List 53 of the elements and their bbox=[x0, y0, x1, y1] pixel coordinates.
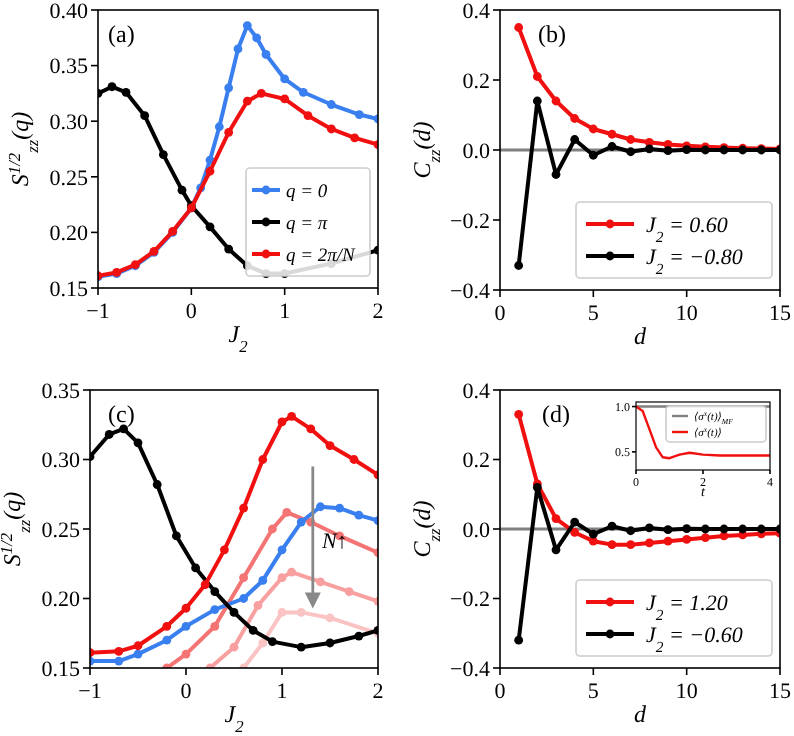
x-tick-label: 5 bbox=[587, 680, 600, 704]
y-tick-label: 0.35 bbox=[49, 55, 89, 80]
legend-label: J$_{2}$ = 0.60 bbox=[646, 213, 729, 245]
y-tick-label: −0.4 bbox=[450, 279, 491, 304]
y-tick-label: 0.15 bbox=[49, 277, 89, 302]
x-tick-label: 2 bbox=[372, 300, 384, 324]
y-tick-label: 0.20 bbox=[49, 222, 89, 247]
x-axis-title: J$_{2}$ bbox=[228, 320, 248, 355]
legend-label: J$_{2}$ = −0.80 bbox=[646, 245, 744, 277]
annotation: (b) bbox=[538, 20, 566, 48]
legend-label: J$_{2}$ = −0.60 bbox=[646, 623, 744, 655]
x-axis-title: J$_{2}$ bbox=[224, 700, 244, 735]
legend-label: q = 2π/N bbox=[286, 246, 357, 267]
y-tick-label: −0.2 bbox=[450, 588, 490, 613]
y-tick-label: 0.35 bbox=[41, 379, 81, 404]
y-tick-label: 0.4 bbox=[462, 379, 491, 404]
x-tick-label: −1 bbox=[86, 300, 110, 324]
annotation: (d) bbox=[542, 400, 570, 428]
y-tick-label: 0.0 bbox=[462, 139, 491, 164]
x-tick-label: 1 bbox=[276, 680, 288, 704]
y-tick-label: 0.25 bbox=[49, 166, 89, 191]
y-tick-label: 0.4 bbox=[462, 0, 491, 24]
x-tick-label: 2 bbox=[372, 680, 384, 704]
y-tick-label: 0.2 bbox=[462, 69, 490, 94]
x-tick-label: 15 bbox=[769, 680, 792, 704]
x-axis-title: d bbox=[634, 700, 648, 728]
x-tick-label: 0 bbox=[494, 680, 507, 704]
x-tick-label: 10 bbox=[675, 680, 699, 704]
annotation: (c) bbox=[108, 400, 135, 428]
legend-label: q = π bbox=[286, 214, 328, 235]
y-tick-label: 0.25 bbox=[41, 518, 81, 543]
x-tick-label: 10 bbox=[675, 302, 699, 326]
x-tick-label: 0 bbox=[180, 680, 193, 704]
y-tick-label: 0.0 bbox=[462, 518, 491, 543]
y-tick-label: 0.20 bbox=[41, 588, 81, 613]
y-tick-label: 0.2 bbox=[462, 449, 490, 474]
x-tick-label: −1 bbox=[78, 680, 102, 704]
x-tick-label: 15 bbox=[769, 302, 792, 326]
y-tick-label: 0.40 bbox=[49, 0, 89, 24]
y-tick-label: −0.4 bbox=[450, 657, 491, 682]
y-tick-label: 0.30 bbox=[41, 449, 81, 474]
x-tick-label: 0 bbox=[185, 300, 198, 324]
x-tick-label: 1 bbox=[279, 300, 291, 324]
x-tick-label: 5 bbox=[587, 302, 600, 326]
legend-label: q = 0 bbox=[286, 182, 328, 203]
y-tick-label: 0.30 bbox=[49, 110, 89, 135]
x-axis-title: d bbox=[634, 322, 648, 350]
y-tick-label: −0.2 bbox=[450, 209, 490, 234]
legend-label: J$_{2}$ = 1.20 bbox=[646, 591, 729, 623]
annotation: (a) bbox=[108, 20, 135, 48]
y-tick-label: 0.15 bbox=[41, 657, 81, 682]
annotation: N↑ bbox=[319, 530, 348, 555]
x-tick-label: 0 bbox=[494, 302, 507, 326]
